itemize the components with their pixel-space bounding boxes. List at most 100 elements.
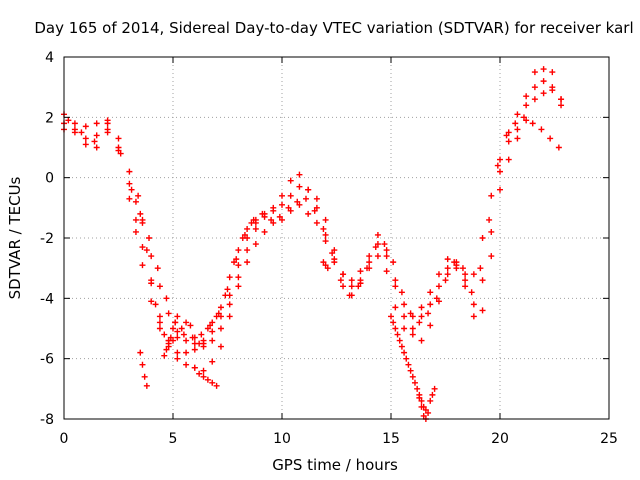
data-point-track-6 (403, 355, 410, 362)
data-point-track-2 (82, 123, 89, 130)
data-point-track-5 (200, 337, 207, 344)
y-axis: -8 -6 -4 -2 0 2 4 (40, 50, 609, 428)
data-point-track-2 (444, 271, 451, 278)
x-tick-label: 5 (169, 431, 178, 447)
data-point-track-2 (531, 96, 538, 103)
data-point-track-5 (178, 325, 185, 332)
data-point-track-6 (396, 337, 403, 344)
data-point-track-3 (366, 253, 373, 260)
data-point-track-2 (409, 331, 416, 338)
data-point-track-3 (93, 144, 100, 151)
y-tick-label: -4 (40, 291, 54, 307)
data-point-track-2 (132, 216, 139, 223)
data-point-track-2 (523, 102, 530, 109)
data-point-track-5 (204, 325, 211, 332)
data-point-track-6 (163, 346, 170, 353)
data-point-track-3 (287, 207, 294, 214)
data-point-track-1 (115, 135, 122, 142)
data-point-track-5 (143, 247, 150, 254)
data-point-track-5 (209, 319, 216, 326)
data-point-track-6 (172, 319, 179, 326)
data-point-track-3 (453, 262, 460, 269)
data-point-track-2 (357, 280, 364, 287)
data-point-track-6 (418, 397, 425, 404)
data-point-track-6 (209, 379, 216, 386)
y-tick-label: -8 (40, 412, 54, 428)
x-axis-label: GPS time / hours (272, 456, 398, 474)
data-point-track-3 (126, 195, 133, 202)
data-point-track-1 (174, 328, 181, 335)
data-point-track-4 (65, 117, 72, 124)
data-point-track-5 (156, 319, 163, 326)
data-point-track-3 (514, 135, 521, 142)
data-point-track-4 (137, 210, 144, 217)
data-point-track-3 (418, 304, 425, 311)
data-point-track-3 (374, 241, 381, 248)
data-point-track-5 (226, 274, 233, 281)
data-point-track-4 (547, 135, 554, 142)
data-point-track-1 (531, 69, 538, 76)
data-point-track-1 (418, 313, 425, 320)
data-point-track-2 (71, 120, 78, 127)
data-point-track-2 (191, 346, 198, 353)
data-point-track-5 (235, 247, 242, 254)
data-point-track-2 (183, 349, 190, 356)
data-point-track-4 (416, 319, 423, 326)
data-point-track-6 (398, 343, 405, 350)
data-point-track-6 (401, 349, 408, 356)
data-point-track-4 (276, 213, 283, 220)
data-point-track-3 (82, 141, 89, 148)
data-point-track-3 (392, 277, 399, 284)
data-point-track-6 (411, 379, 418, 386)
data-point-track-4 (128, 186, 135, 193)
data-point-track-6 (322, 262, 329, 269)
data-point-track-1 (296, 183, 303, 190)
data-point-track-3 (217, 343, 224, 350)
data-point-track-4 (198, 331, 205, 338)
data-point-track-4 (425, 310, 432, 317)
data-point-track-2 (470, 301, 477, 308)
data-point-track-4 (302, 195, 309, 202)
data-point-track-6 (420, 412, 427, 419)
data-point-track-3 (435, 271, 442, 278)
data-point-track-4 (91, 138, 98, 145)
data-point-track-1 (165, 310, 172, 317)
x-tick-label: 20 (491, 431, 509, 447)
data-point-track-6 (427, 397, 434, 404)
data-point-track-1 (183, 337, 190, 344)
data-point-track-3 (244, 259, 251, 266)
data-point-track-2 (418, 337, 425, 344)
data-point-track-3 (183, 361, 190, 368)
data-point-track-5 (196, 340, 203, 347)
data-point-track-1 (331, 247, 338, 254)
data-point-track-1 (427, 301, 434, 308)
data-point-track-6 (405, 361, 412, 368)
data-point-track-3 (322, 238, 329, 245)
data-point-track-5 (222, 292, 229, 299)
data-point-track-4 (207, 322, 214, 329)
data-point-track-2 (505, 138, 512, 145)
data-point-track-2 (427, 322, 434, 329)
data-point-track-1 (401, 325, 408, 332)
data-point-track-3 (540, 78, 547, 85)
data-point-track-2 (462, 283, 469, 290)
data-point-track-3 (115, 147, 122, 154)
data-point-track-5 (148, 277, 155, 284)
data-point-track-1 (479, 235, 486, 241)
data-point-track-2 (479, 277, 486, 284)
data-point-track-4 (520, 114, 527, 121)
data-point-track-3 (252, 241, 259, 248)
data-point-track-6 (324, 265, 331, 272)
data-point-track-4 (104, 129, 111, 136)
data-point-track-1 (435, 283, 442, 290)
data-point-track-6 (414, 385, 421, 392)
data-point-track-6 (165, 340, 172, 347)
data-point-track-1 (462, 271, 469, 278)
x-tick-label: 10 (273, 431, 291, 447)
data-point-track-6 (170, 325, 176, 332)
data-point-track-4 (233, 256, 240, 263)
x-tick-label: 25 (600, 431, 618, 447)
y-tick-label: 0 (45, 171, 54, 187)
data-point-track-3 (148, 298, 155, 305)
data-point-track-6 (409, 373, 416, 380)
